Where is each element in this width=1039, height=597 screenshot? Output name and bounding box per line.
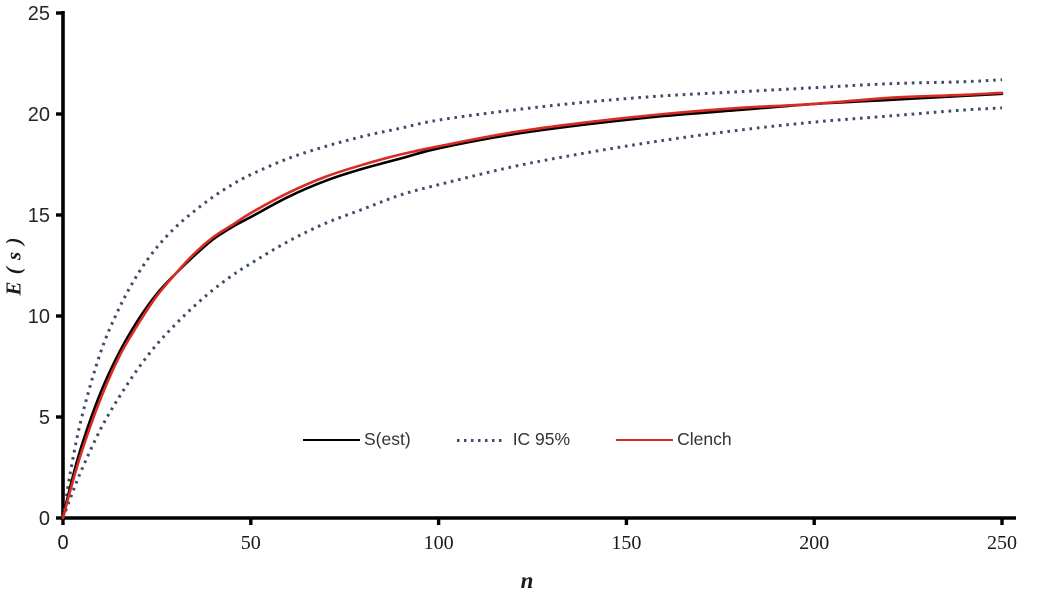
y-tick-label: 25 [28, 3, 50, 25]
y-tick-label: 5 [39, 407, 50, 429]
y-tick-label: 10 [28, 306, 50, 328]
legend: S(est) IC 95% Clench [303, 428, 732, 452]
x-tick-label: 50 [241, 532, 261, 554]
sest-line-swatch [303, 438, 360, 442]
x-axis-title: n [520, 568, 534, 593]
x-tick-label: 150 [611, 532, 641, 554]
legend-item-clench: Clench [616, 429, 732, 450]
ic95-dotted-swatch [456, 438, 504, 442]
x-tick-label: 200 [799, 532, 829, 554]
legend-item-sest: S(est) [303, 431, 411, 449]
x-tick-label: 100 [424, 532, 454, 554]
series-clench-curve [61, 91, 1004, 520]
x-tick-label: 0 [57, 532, 68, 554]
legend-label-clench: Clench [677, 429, 732, 450]
legend-item-ic95: IC 95% [456, 429, 571, 450]
x-tick-label: 250 [987, 532, 1017, 554]
legend-label-sest: S(est) [364, 429, 411, 450]
y-axis-title: E ( s ) [1, 236, 26, 296]
y-tick-label: 20 [28, 104, 50, 126]
series-s-est--curve [61, 92, 1004, 520]
clench-line-swatch [616, 438, 674, 442]
legend-label-ic95: IC 95% [512, 429, 571, 450]
y-tick-label: 15 [28, 205, 50, 227]
y-tick-label: 0 [39, 508, 50, 530]
series-ic-95-lower-curve [61, 106, 1003, 519]
series-ic-95-upper-curve [61, 78, 1003, 519]
